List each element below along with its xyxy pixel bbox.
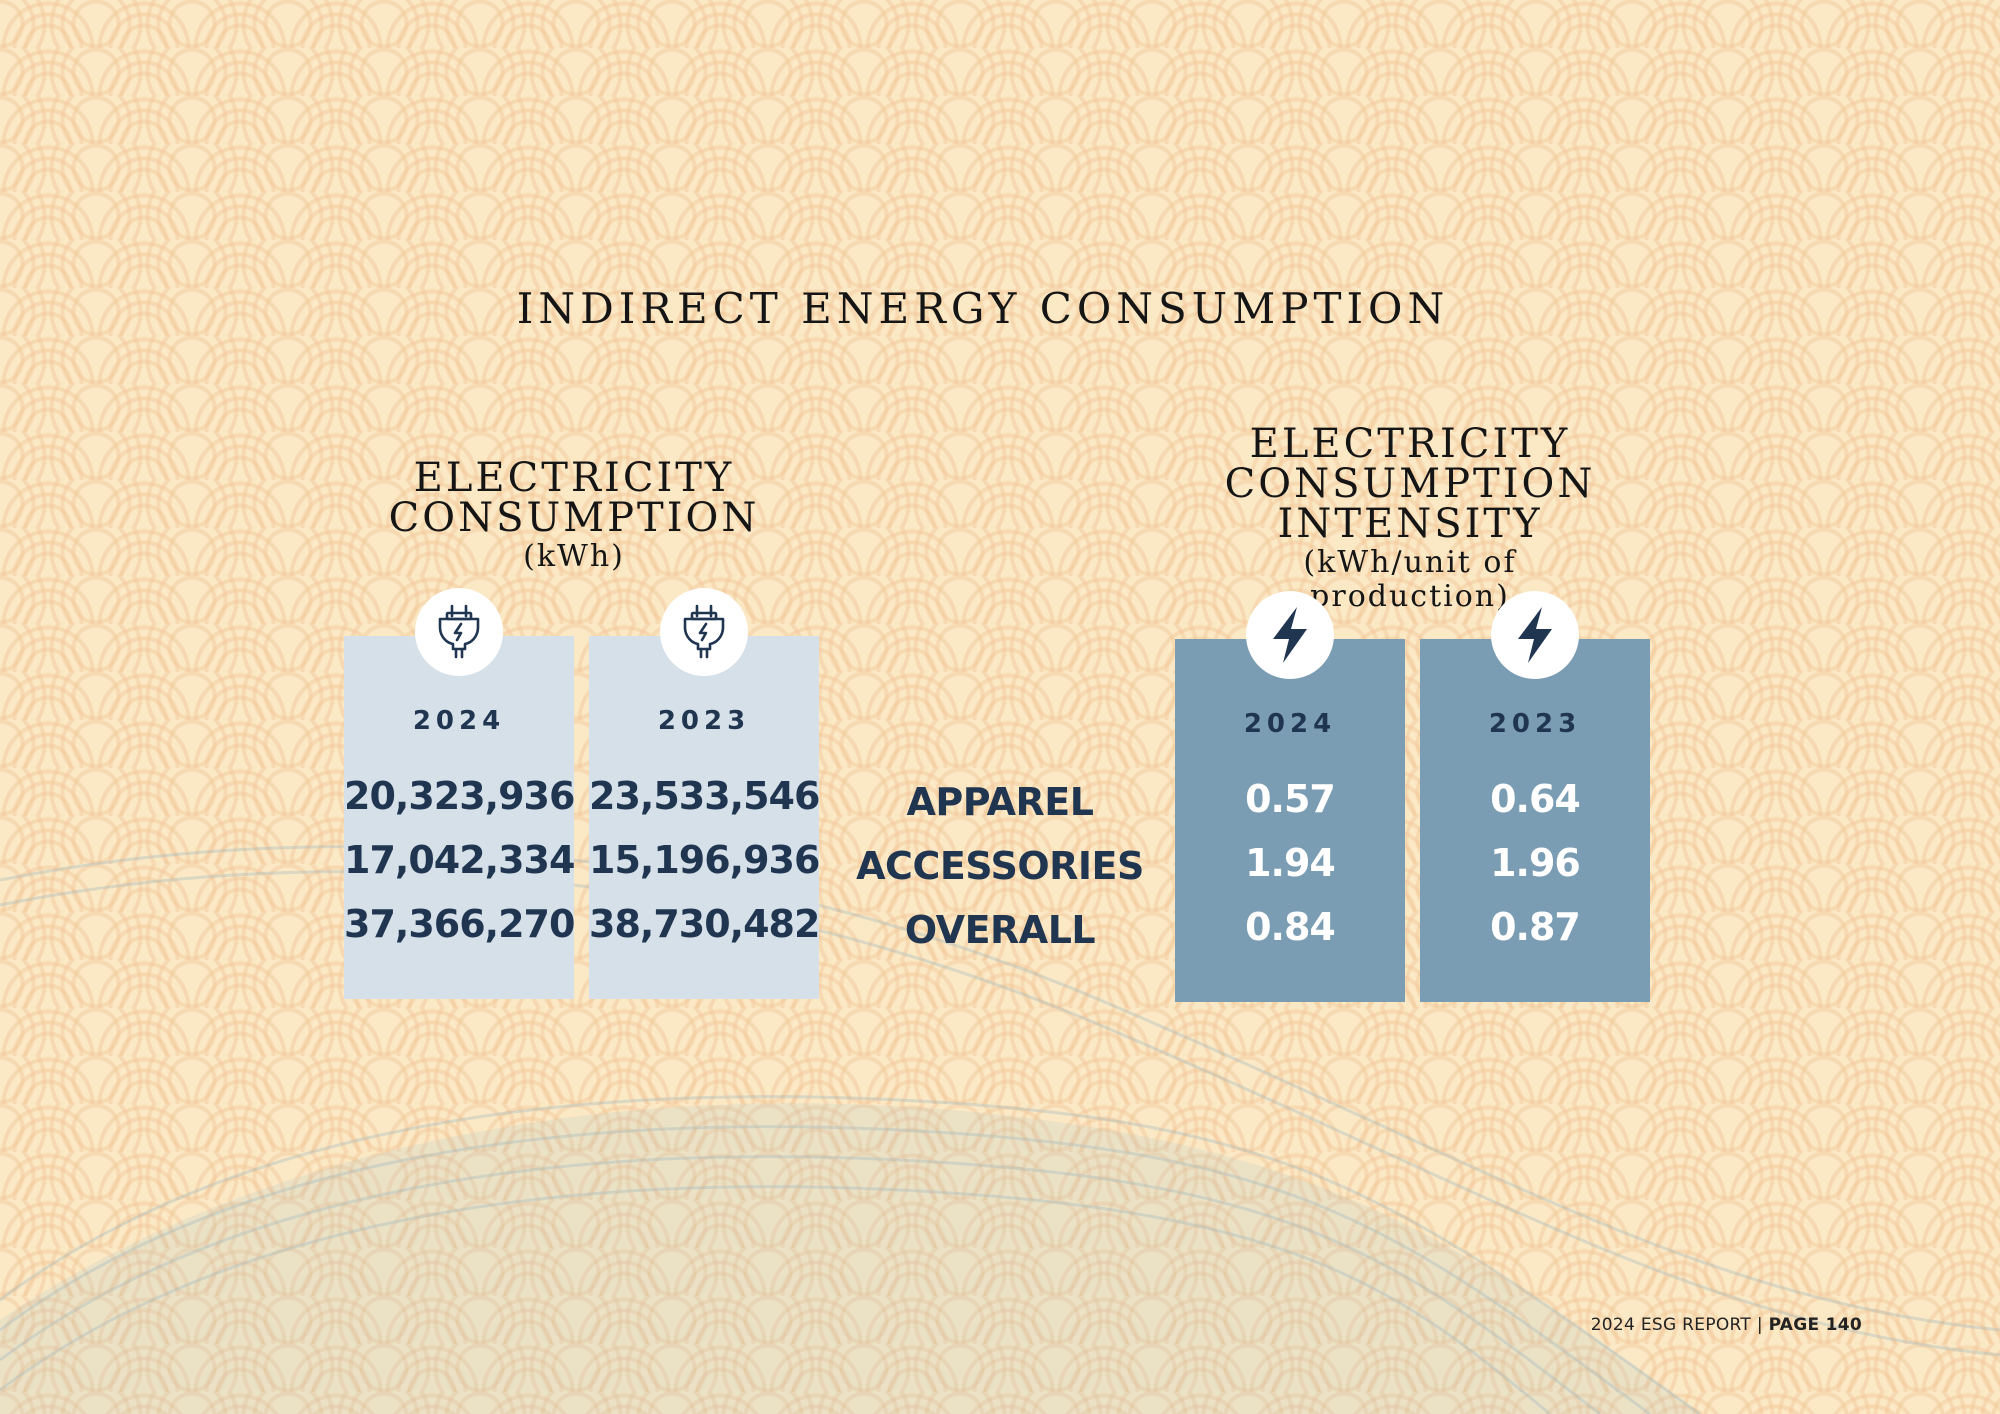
section-title-line1: ELECTRICITY CONSUMPTION xyxy=(1224,421,1596,507)
intensity-column-2023: 2023 0.64 1.96 0.87 xyxy=(1420,639,1650,1002)
lightning-bolt-icon xyxy=(1246,591,1334,679)
page-footer: 2024 ESG REPORT | PAGE 140 xyxy=(1591,1315,1862,1335)
value-apparel: 20,323,936 xyxy=(344,774,575,818)
value-accessories: 1.96 xyxy=(1490,841,1581,885)
power-plug-icon xyxy=(415,588,503,676)
electricity-consumption-title: ELECTRICITY CONSUMPTION (kWh) xyxy=(374,458,774,572)
column-year: 2023 xyxy=(1488,709,1582,739)
value-overall: 0.84 xyxy=(1245,905,1336,949)
row-label-apparel: APPAREL xyxy=(906,780,1094,824)
value-overall: 0.87 xyxy=(1490,905,1581,949)
footer-page-number: PAGE 140 xyxy=(1768,1315,1862,1335)
column-year: 2024 xyxy=(1243,709,1337,739)
value-apparel: 0.57 xyxy=(1245,777,1336,821)
value-apparel: 23,533,546 xyxy=(589,774,820,818)
consumption-column-2023: 2023 23,533,546 15,196,936 38,730,482 xyxy=(589,636,820,999)
value-overall: 38,730,482 xyxy=(589,902,820,946)
value-accessories: 17,042,334 xyxy=(344,838,575,882)
value-apparel: 0.64 xyxy=(1490,777,1581,821)
power-plug-icon xyxy=(660,588,748,676)
value-accessories: 1.94 xyxy=(1245,841,1336,885)
value-overall: 37,366,270 xyxy=(344,902,575,946)
consumption-column-2024: 2024 20,323,936 17,042,334 37,366,270 xyxy=(344,636,575,999)
section-unit-line1: (kWh/unit of xyxy=(1303,545,1517,580)
section-unit-line2: production) xyxy=(1310,579,1510,614)
section-title-line1: ELECTRICITY xyxy=(413,455,735,501)
section-title-line2: CONSUMPTION xyxy=(388,495,760,541)
page-title: INDIRECT ENERGY CONSUMPTION xyxy=(516,284,1450,333)
column-year: 2024 xyxy=(412,706,506,736)
electricity-intensity-title: ELECTRICITY CONSUMPTION INTENSITY (kWh/u… xyxy=(1060,424,1760,612)
lightning-bolt-icon xyxy=(1491,591,1579,679)
intensity-column-2024: 2024 0.57 1.94 0.84 xyxy=(1175,639,1405,1002)
value-accessories: 15,196,936 xyxy=(589,838,820,882)
row-label-overall: OVERALL xyxy=(904,908,1096,952)
section-unit: (kWh) xyxy=(523,539,625,574)
column-year: 2023 xyxy=(657,706,751,736)
row-label-accessories: ACCESSORIES xyxy=(856,844,1144,888)
section-title-line2: INTENSITY xyxy=(1277,501,1543,547)
footer-report-label: 2024 ESG REPORT | xyxy=(1590,1315,1763,1335)
